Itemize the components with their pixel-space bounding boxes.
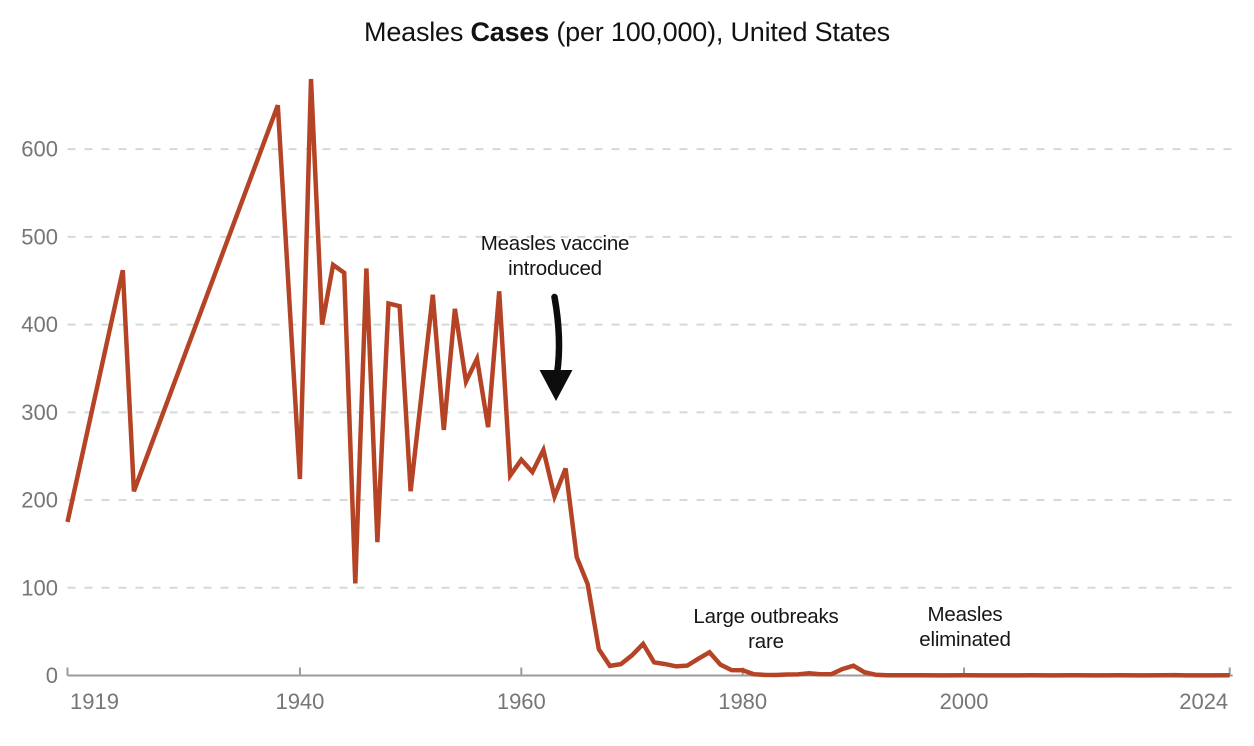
annotation-outbreaks-line1: Large outbreaks [693, 605, 839, 628]
y-tick-label-600: 600 [21, 137, 58, 162]
y-tick-label-500: 500 [21, 224, 58, 249]
x-tick-label-1940: 1940 [275, 689, 324, 714]
chart-title: Measles Cases (per 100,000), United Stat… [0, 16, 1254, 48]
chart-title-prefix: Measles [364, 17, 471, 47]
y-tick-label-400: 400 [21, 312, 58, 337]
annotation-eliminated-line2: eliminated [919, 628, 1011, 651]
chart-title-suffix: (per 100,000), United States [549, 17, 890, 47]
annotation-large-outbreaks-rare: Large outbreaks rare [636, 604, 896, 654]
annotation-outbreaks-line2: rare [748, 630, 784, 653]
annotation-vaccine-line2: introduced [508, 257, 602, 280]
x-tick-label-1919: 1919 [70, 689, 119, 714]
y-tick-label-100: 100 [21, 575, 58, 600]
down-arrow-icon [530, 290, 582, 410]
annotation-vaccine-introduced: Measles vaccine introduced [425, 231, 685, 281]
x-tick-label-1980: 1980 [718, 689, 767, 714]
x-tick-label-2000: 2000 [940, 689, 989, 714]
annotation-eliminated-line1: Measles [927, 603, 1003, 626]
x-tick-label-2024: 2024 [1179, 689, 1228, 714]
annotation-vaccine-line1: Measles vaccine [480, 232, 630, 255]
y-tick-label-300: 300 [21, 400, 58, 425]
annotation-measles-eliminated: Measles eliminated [835, 602, 1095, 652]
x-tick-label-1960: 1960 [497, 689, 546, 714]
y-tick-label-0: 0 [46, 663, 58, 688]
y-tick-label-200: 200 [21, 488, 58, 513]
chart-title-bold-word: Cases [470, 17, 550, 47]
measles-data-line [65, 78, 1230, 678]
